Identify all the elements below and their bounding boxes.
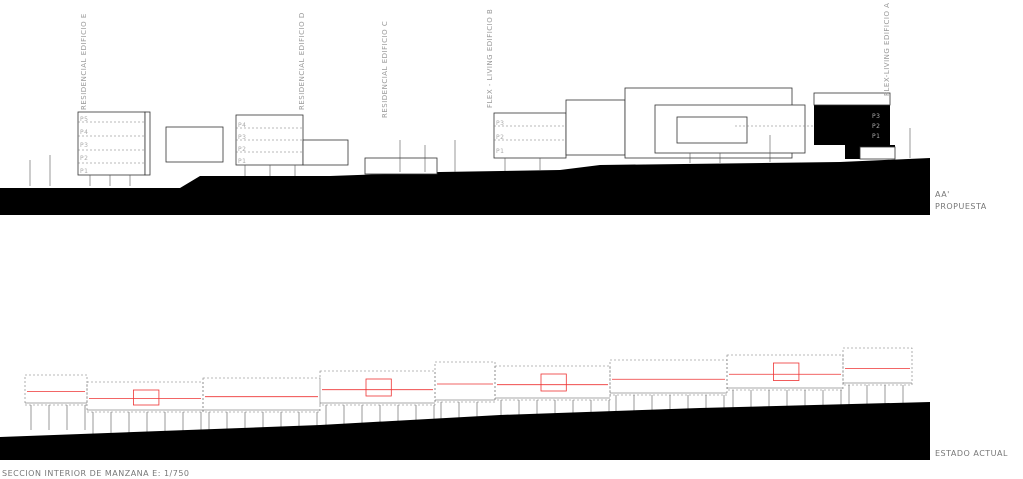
floor-label: P4: [80, 129, 88, 136]
proposed-buildings: [29, 87, 911, 186]
red-volume: [132, 389, 160, 406]
building-label: RESIDENCIAL EDIFICIO E: [80, 13, 88, 110]
floor-label: P2: [238, 146, 246, 153]
existing-volume: [24, 374, 88, 406]
existing-volume: [842, 347, 913, 386]
red-volume: [365, 378, 392, 397]
red-volume: [540, 373, 567, 392]
existing-volume: [494, 365, 611, 401]
existing-volume: [726, 354, 844, 391]
existing-volume: [434, 361, 496, 403]
floor-label: P3: [238, 134, 246, 141]
ground-proposed: [0, 158, 930, 215]
floor-label: P1: [872, 133, 880, 140]
caption: SECCION INTERIOR DE MANZANA E: 1/750: [2, 469, 190, 478]
section-label: ESTADO ACTUAL: [935, 449, 1008, 458]
floor-label: P2: [80, 155, 88, 162]
activo-label: ACTIVO: [865, 151, 890, 158]
building-label: RESIDENCIAL EDIFICIO D: [298, 12, 306, 110]
floor-label: P1: [496, 148, 504, 155]
existing-volume: [609, 359, 728, 396]
red-volume: [773, 362, 800, 381]
section-label: PROPUESTA: [935, 202, 987, 211]
building-label: FLEX - LIVING EDIFICIO B: [486, 9, 494, 108]
existing-volume: [319, 370, 436, 406]
floor-label: P1: [238, 158, 246, 165]
floor-label: P3: [496, 120, 504, 127]
floor-label: P4: [238, 122, 246, 129]
building-label: FLEX-LIVING EDIFICIO A: [883, 3, 891, 96]
floor-label: P3: [80, 142, 88, 149]
existing-volume: [202, 377, 321, 413]
section-label: AA': [935, 190, 950, 199]
floor-label: P2: [872, 123, 880, 130]
existing-volume: [86, 381, 204, 413]
floor-label: P3: [872, 113, 880, 120]
floor-label: P5: [80, 116, 88, 123]
building-label: RESIDENCIAL EDIFICIO C: [381, 21, 389, 118]
floor-label: P1: [80, 168, 88, 175]
ground-existing: [0, 402, 930, 460]
floor-label: P2: [496, 134, 504, 141]
